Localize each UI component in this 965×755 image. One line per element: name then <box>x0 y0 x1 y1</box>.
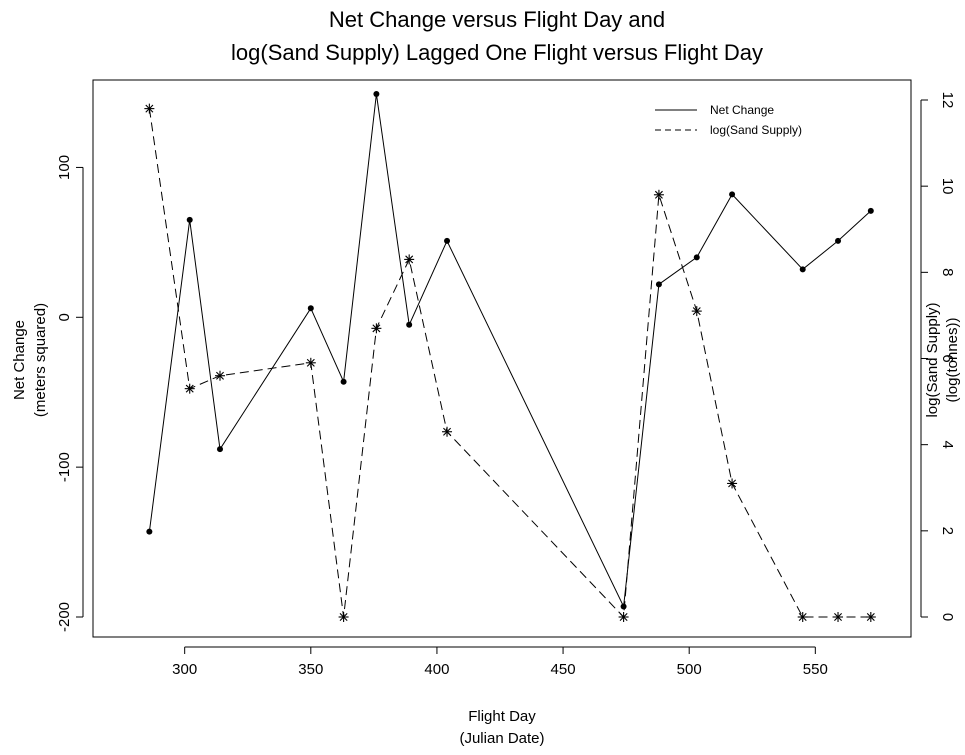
data-point-log-sand-supply <box>214 370 225 381</box>
y-left-tick-label: 0 <box>56 313 73 321</box>
data-point-log-sand-supply <box>305 357 316 368</box>
data-point-log-sand-supply <box>727 478 738 489</box>
y-right-tick-label: 4 <box>939 440 956 448</box>
y-right-tick-label: 2 <box>939 527 956 535</box>
x-tick-label: 350 <box>298 661 323 678</box>
data-point-log-sand-supply <box>691 306 702 317</box>
x-tick-label: 450 <box>551 661 576 678</box>
data-point-log-sand-supply <box>618 612 629 622</box>
data-point-net-change <box>799 266 806 273</box>
data-point-log-sand-supply <box>833 612 844 622</box>
y-left-tick-label: -100 <box>56 452 73 482</box>
x-tick-label: 300 <box>172 661 197 678</box>
data-point-log-sand-supply <box>184 383 195 394</box>
data-point-net-change <box>340 378 347 385</box>
y-right-tick-label: 10 <box>939 178 956 195</box>
y-right-tick-label: 8 <box>939 268 956 276</box>
y-axis-left-label-line-1: Net Change <box>11 320 28 400</box>
data-point-log-sand-supply <box>653 189 664 200</box>
data-point-net-change <box>186 216 193 223</box>
y-axis-right-label-line-2: (log(tonnes)) <box>944 317 961 402</box>
x-axis-label-line-2: (Julian Date) <box>459 730 544 747</box>
y-right-tick-label: 0 <box>939 613 956 621</box>
data-point-log-sand-supply <box>404 254 415 265</box>
x-tick-label: 400 <box>424 661 449 678</box>
data-point-net-change <box>867 207 874 214</box>
chart-title-line-1: Net Change versus Flight Day and <box>329 7 665 32</box>
data-point-net-change <box>620 603 627 610</box>
series-lines <box>148 93 872 619</box>
data-point-log-sand-supply <box>371 323 382 334</box>
data-point-net-change <box>216 446 223 453</box>
x-axis-label-line-1: Flight Day <box>468 708 536 725</box>
data-point-log-sand-supply <box>338 612 349 622</box>
data-point-log-sand-supply <box>144 103 155 114</box>
legend-sand-supply-label: log(Sand Supply) <box>710 123 802 137</box>
data-point-net-change <box>146 528 153 535</box>
plot-frame <box>92 79 912 638</box>
data-point-net-change <box>693 254 700 261</box>
y-right-tick-label: 12 <box>939 92 956 109</box>
data-point-net-change <box>655 281 662 288</box>
data-point-net-change <box>444 237 451 244</box>
legend-net-change-label: Net Change <box>710 103 774 117</box>
x-axis: 300 350 400 450 500 550 <box>172 646 828 678</box>
x-tick-label: 550 <box>803 661 828 678</box>
data-point-net-change <box>307 305 314 312</box>
y-left-tick-label: -200 <box>56 602 73 632</box>
x-tick-label: 500 <box>677 661 702 678</box>
data-point-net-change <box>835 237 842 244</box>
legend: Net Change log(Sand Supply) <box>655 103 802 137</box>
data-point-net-change <box>373 91 380 98</box>
series-markers <box>144 91 876 622</box>
y-axis-right: 0 2 4 6 8 10 12 <box>920 92 956 621</box>
data-point-log-sand-supply <box>865 612 876 622</box>
series-line-net-change <box>148 93 872 609</box>
data-point-net-change <box>729 191 736 198</box>
data-point-net-change <box>406 321 413 328</box>
data-point-log-sand-supply <box>797 612 808 622</box>
y-right-tick-label: 6 <box>939 354 956 362</box>
data-point-log-sand-supply <box>442 426 453 437</box>
y-axis-left: -200 -100 0 100 <box>56 155 84 632</box>
y-left-tick-label: 100 <box>56 155 73 180</box>
series-line-log-sand-supply <box>148 108 871 619</box>
y-axis-left-label-line-2: (meters squared) <box>32 303 49 417</box>
y-axis-right-label-line-1: log(Sand Supply) <box>924 302 941 417</box>
chart-title-line-2: log(Sand Supply) Lagged One Flight versu… <box>231 40 763 65</box>
